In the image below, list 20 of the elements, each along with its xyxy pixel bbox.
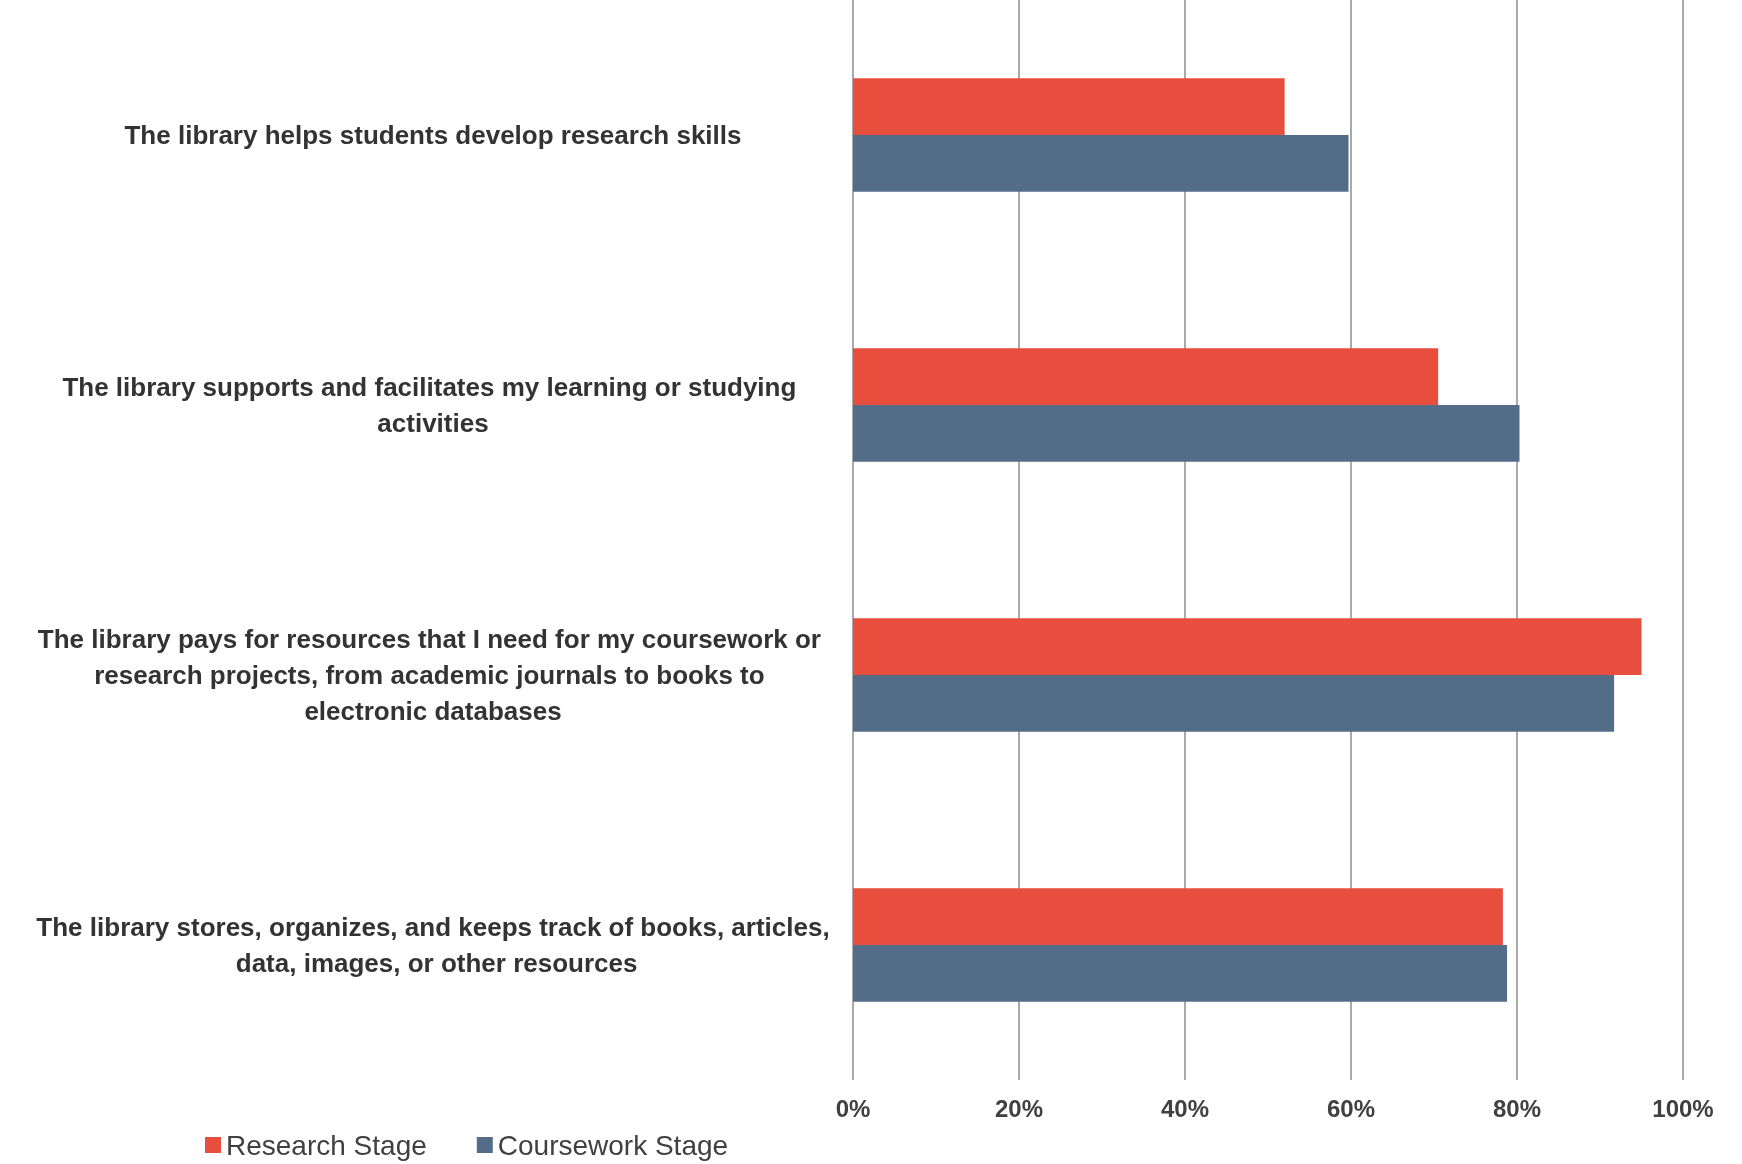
bar [853,945,1508,1002]
y-tick-label: The library supports and facilitates my learning or studying activities [62,372,804,438]
bar [853,78,1285,135]
bar [853,888,1503,945]
y-tick-label: The library stores, organizes, and keeps track of books, articles, data, images, or other resources [36,912,830,978]
x-tick-label: 20% [994,1094,1044,1122]
bar [853,348,1439,405]
bar [853,618,1642,675]
legend-label: Research Stage [226,1129,427,1161]
x-tick-label: 80% [1492,1094,1542,1122]
y-tick-label: The library helps students develop research skills [124,120,742,150]
bar [853,675,1615,732]
legend-label: Coursework Stage [497,1129,729,1161]
x-tick-label: 100% [1652,1094,1714,1122]
bar [853,405,1520,462]
x-tick-label: 0% [835,1094,871,1122]
y-tick-label: The library pays for resources that I need for my coursework or research projects, from academic journals to books to electronic databases [37,624,829,726]
bar [853,135,1349,192]
x-tick-label: 40% [1160,1094,1210,1122]
x-tick-label: 60% [1326,1094,1376,1122]
